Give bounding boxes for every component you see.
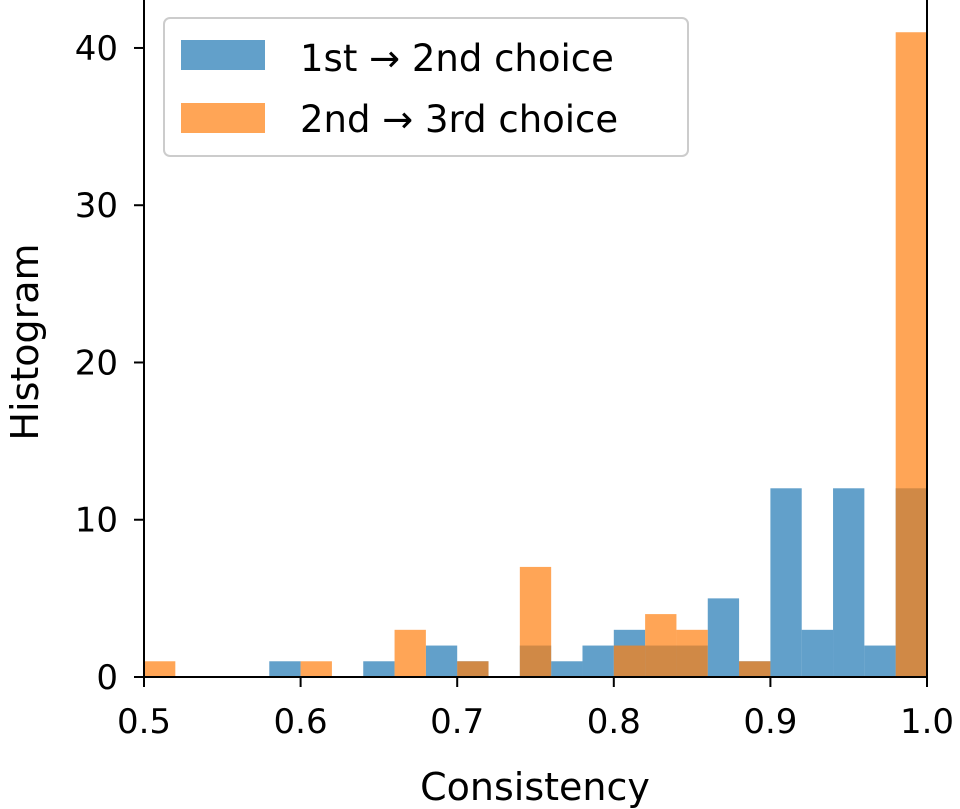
x-tick-label: 0.7 <box>430 702 484 742</box>
legend: 1st → 2nd choice 2nd → 3rd choice <box>163 17 689 157</box>
y-axis-label: Histogram <box>3 243 47 440</box>
legend-label-1st-to-2nd: 1st → 2nd choice <box>300 37 614 80</box>
histogram-bar <box>895 32 927 677</box>
y-tick-label: 30 <box>75 186 118 226</box>
histogram-bar <box>676 629 708 677</box>
histogram-bar <box>739 661 771 677</box>
y-axis-ticks: 0 10 20 30 40 <box>75 29 144 698</box>
histogram-bar <box>833 488 865 677</box>
histogram-bar <box>645 614 677 677</box>
histogram-bar <box>269 661 301 677</box>
histogram-bar <box>144 661 176 677</box>
histogram-bar <box>425 645 458 677</box>
y-tick-label: 20 <box>75 343 118 383</box>
histogram-bar <box>801 629 834 677</box>
x-tick-label: 1.0 <box>900 702 954 742</box>
x-tick-label: 0.8 <box>587 702 641 742</box>
y-tick-label: 10 <box>75 501 118 541</box>
legend-swatch-1st-to-2nd <box>181 40 265 70</box>
y-tick-label: 40 <box>75 29 118 69</box>
histogram-bar <box>551 661 583 677</box>
x-tick-label: 0.5 <box>117 702 171 742</box>
histogram-bar <box>707 598 740 677</box>
legend-swatch-2nd-to-3rd <box>181 103 265 133</box>
x-axis-label: Consistency <box>420 765 650 809</box>
histogram-bar <box>519 566 552 677</box>
histogram-bar <box>582 645 614 677</box>
legend-frame <box>163 17 689 157</box>
histogram-bar <box>363 661 395 677</box>
series-2nd-to-3rd-bars <box>144 32 927 677</box>
y-tick-label: 0 <box>96 658 118 698</box>
histogram-bar <box>457 661 489 677</box>
x-tick-label: 0.6 <box>274 702 328 742</box>
legend-label-2nd-to-3rd: 2nd → 3rd choice <box>300 98 618 141</box>
histogram-bar <box>770 488 802 677</box>
histogram-bar <box>394 629 426 677</box>
x-tick-label: 0.9 <box>743 702 797 742</box>
histogram-bar <box>864 645 896 677</box>
axes <box>143 0 928 678</box>
histogram-bar <box>300 661 332 677</box>
histogram-bar <box>613 645 646 677</box>
x-axis-ticks: 0.5 0.6 0.7 0.8 0.9 1.0 <box>117 677 954 742</box>
